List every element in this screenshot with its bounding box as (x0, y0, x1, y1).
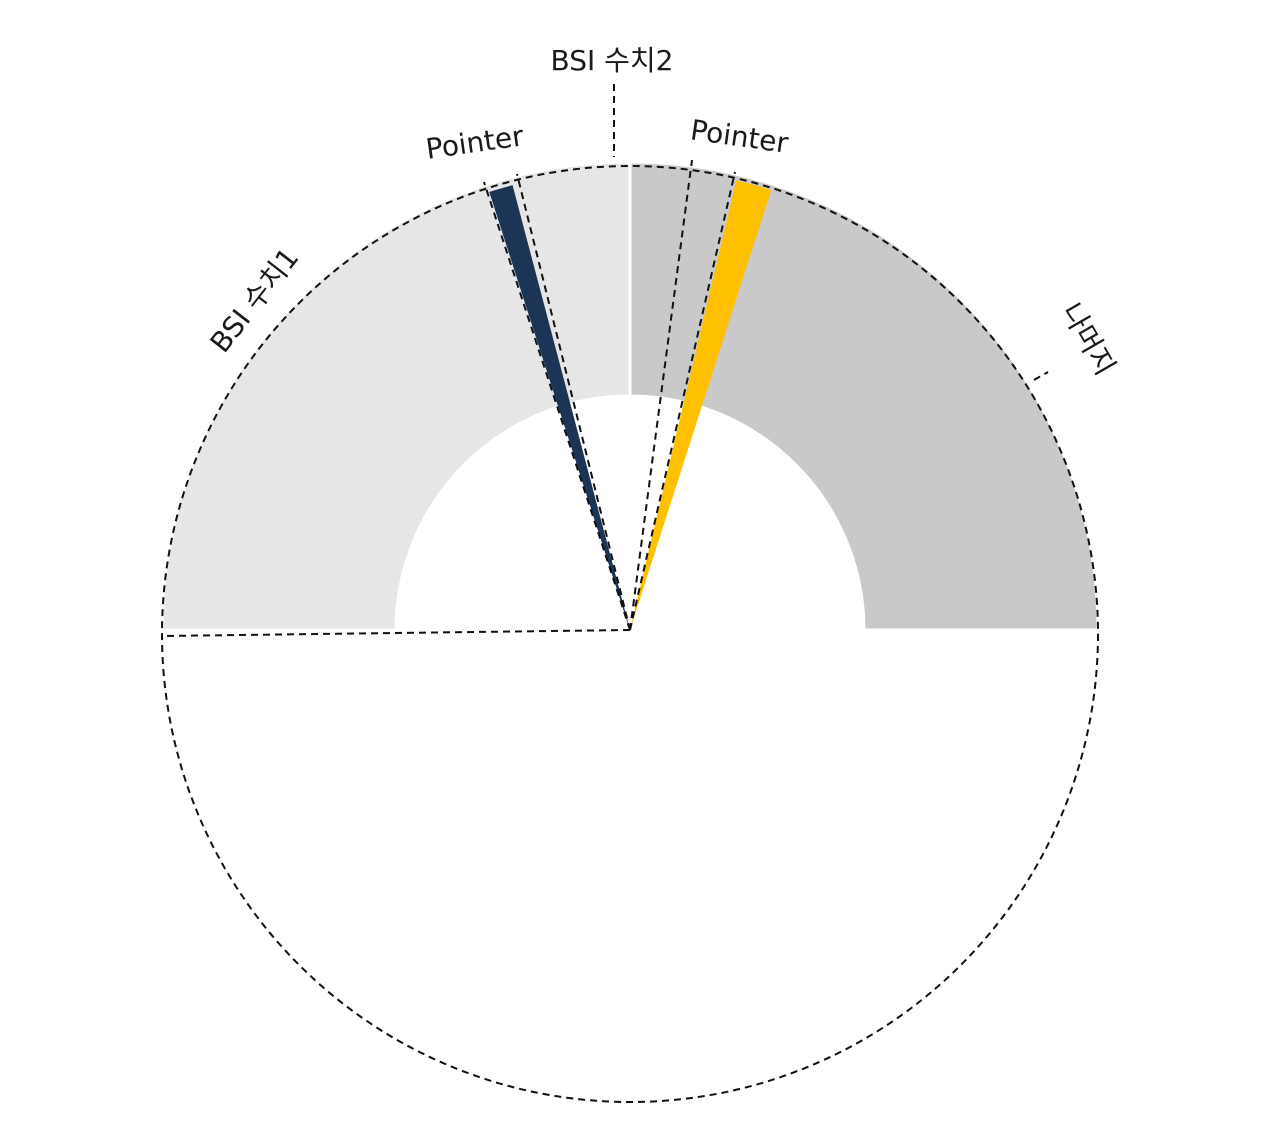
guide-lines (161, 84, 1099, 1103)
pointer-slices (489, 180, 772, 631)
pointer-gold (630, 180, 772, 630)
pointer-dark-body (489, 185, 629, 627)
label-pointer-left: Pointer (424, 119, 526, 165)
gauge-segment-light (160, 160, 632, 632)
label-pointer-right: Pointer (688, 113, 790, 159)
guide-radial-line (161, 629, 631, 637)
gauge-segment-mid (628, 160, 1100, 632)
gauge-slices (160, 160, 1100, 632)
guide-radial-line (483, 181, 631, 631)
guide-full-circle (161, 165, 1099, 1103)
label-bsi2: BSI 수치2 (551, 44, 674, 77)
guide-radial-line (516, 173, 631, 631)
label-rest: 나머지 (1055, 298, 1122, 381)
leader-rest (1033, 371, 1049, 381)
guide-radial-line (629, 171, 736, 631)
